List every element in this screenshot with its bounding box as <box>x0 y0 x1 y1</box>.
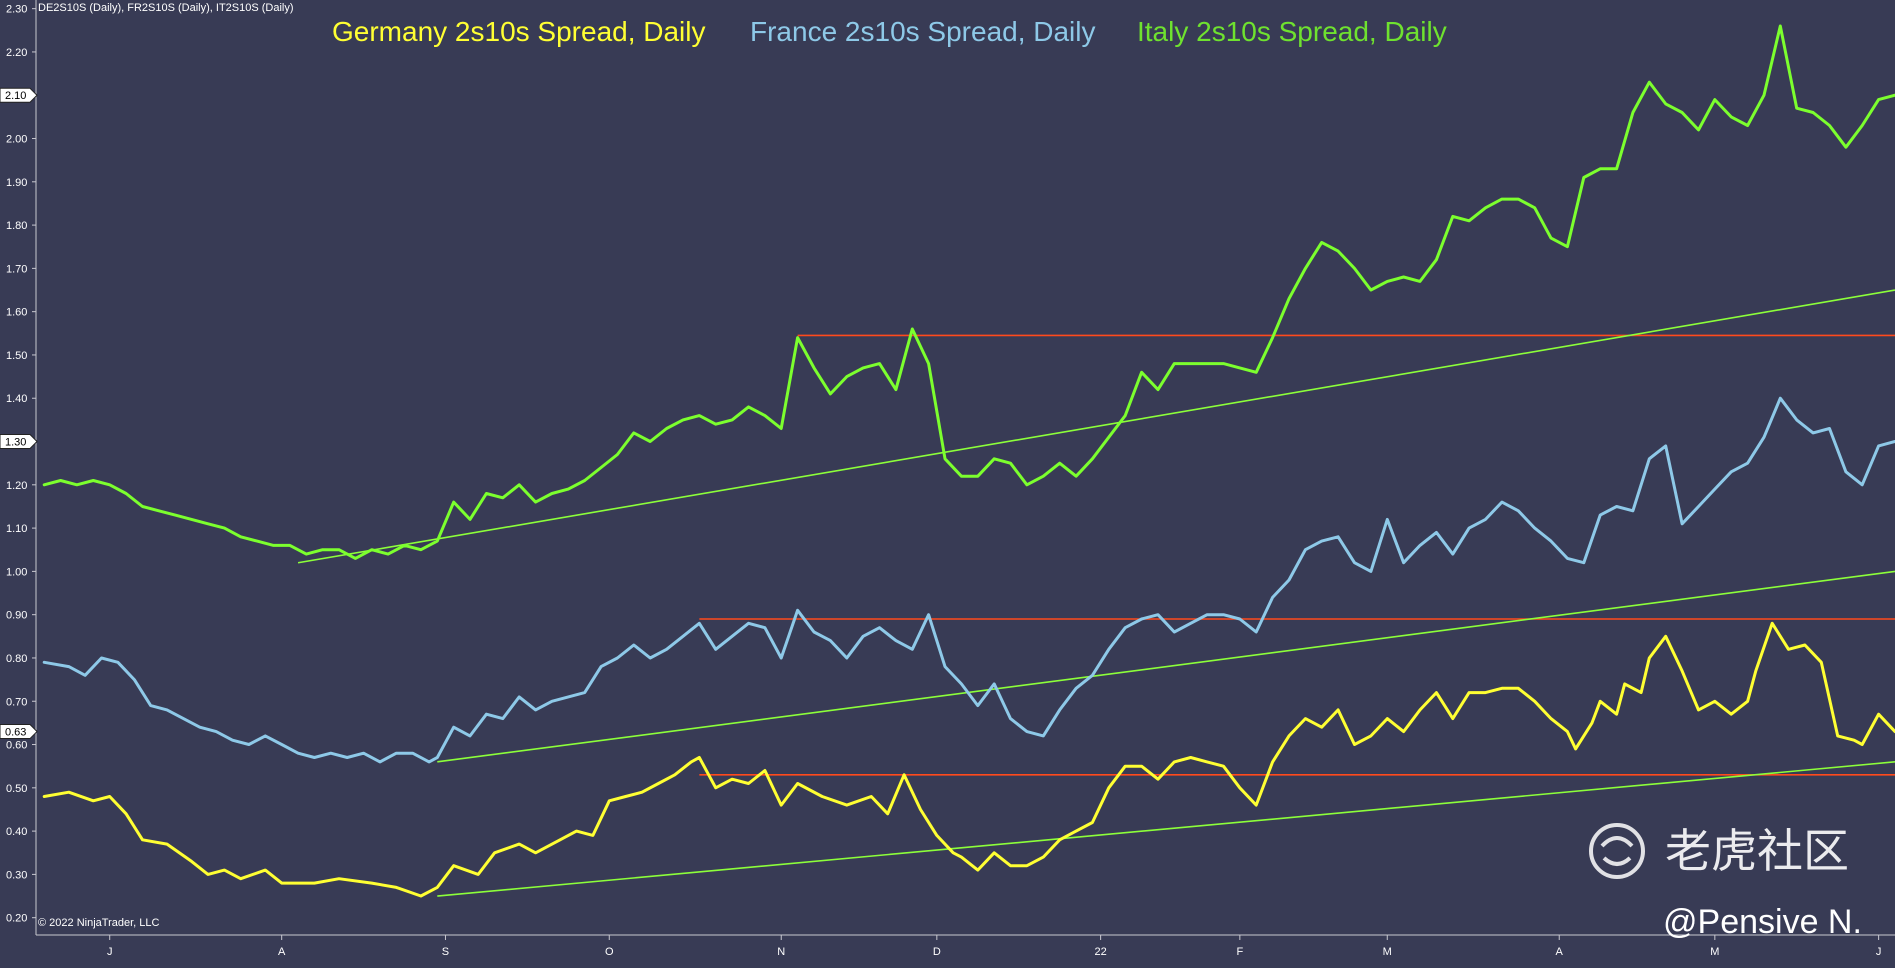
y-tick-label: 0.20 <box>6 913 27 925</box>
watermark-author: @Pensive N. <box>1663 903 1862 941</box>
x-tick-label: A <box>278 946 286 958</box>
y-tick-label: 0.40 <box>6 826 27 838</box>
x-tick-label: N <box>777 946 785 958</box>
x-tick-label: J <box>1876 946 1882 958</box>
last-value-marker-france: 1.30 <box>0 434 38 450</box>
last-value-label: 1.30 <box>5 437 26 449</box>
y-tick-label: 1.70 <box>6 263 27 275</box>
y-tick-label: 0.90 <box>6 610 27 622</box>
x-tick-label: M <box>1383 946 1392 958</box>
last-value-label: 0.63 <box>5 727 26 739</box>
y-tick-label: 1.40 <box>6 393 27 405</box>
y-tick-label: 2.00 <box>6 134 27 146</box>
y-tick-label: 2.30 <box>6 4 27 16</box>
series-layer <box>42 24 1895 898</box>
x-tick-label: J <box>107 946 113 958</box>
y-tick-label: 0.50 <box>6 783 27 795</box>
last-value-badge <box>0 724 38 740</box>
trendline-france <box>437 570 1895 763</box>
y-tick-label: 0.70 <box>6 696 27 708</box>
trendline-italy <box>297 289 1895 564</box>
legend-france: France 2s10s Spread, Daily <box>750 16 1096 47</box>
x-axis: J A S O N D 22 F M A M J <box>36 934 1895 958</box>
x-tick-label: M <box>1710 946 1719 958</box>
trendline-germany <box>437 761 1895 897</box>
x-tick-label: A <box>1556 946 1564 958</box>
series-line-germany <box>42 621 1895 898</box>
legend-germany: Germany 2s10s Spread, Daily <box>332 16 706 47</box>
last-value-label: 2.10 <box>5 90 26 102</box>
y-tick-label: 0.60 <box>6 740 27 752</box>
y-tick-label: 1.50 <box>6 350 27 362</box>
x-tick-label: O <box>605 946 614 958</box>
y-tick-label: 1.20 <box>6 480 27 492</box>
y-tick-label: 2.20 <box>6 47 27 59</box>
last-value-marker-italy: 2.10 <box>0 87 38 103</box>
watermark-brand: 老虎社区 <box>1665 825 1849 877</box>
x-tick-label: 22 <box>1095 946 1107 958</box>
x-tick-label: F <box>1236 946 1243 958</box>
series-line-france <box>42 396 1895 764</box>
last-value-badge <box>0 87 38 103</box>
y-tick-label: 0.30 <box>6 869 27 881</box>
symbols-header: DE2S10S (Daily), FR2S10S (Daily), IT2S10… <box>38 2 294 14</box>
tiger-logo-icon <box>1589 823 1645 879</box>
y-tick-label: 1.60 <box>6 307 27 319</box>
copyright-text: © 2022 NinjaTrader, LLC <box>38 917 159 929</box>
y-tick-label: 1.00 <box>6 566 27 578</box>
y-tick-label: 1.80 <box>6 220 27 232</box>
last-value-marker-germany: 0.63 <box>0 724 38 740</box>
y-tick-label: 1.90 <box>6 177 27 189</box>
x-tick-label: S <box>442 946 449 958</box>
last-value-markers: 2.10 1.30 0.63 <box>0 87 38 740</box>
y-axis: 0.20 0.30 0.40 0.50 0.60 0.70 0.80 0.90 1.00 1.10… <box>6 0 37 935</box>
x-tick-label: D <box>933 946 941 958</box>
y-tick-label: 0.80 <box>6 653 27 665</box>
y-tick-label: 1.10 <box>6 523 27 535</box>
drawing-layer <box>297 289 1895 897</box>
legend-italy: Italy 2s10s Spread, Daily <box>1137 16 1447 47</box>
series-line-italy <box>42 24 1895 560</box>
last-value-badge <box>0 434 38 450</box>
